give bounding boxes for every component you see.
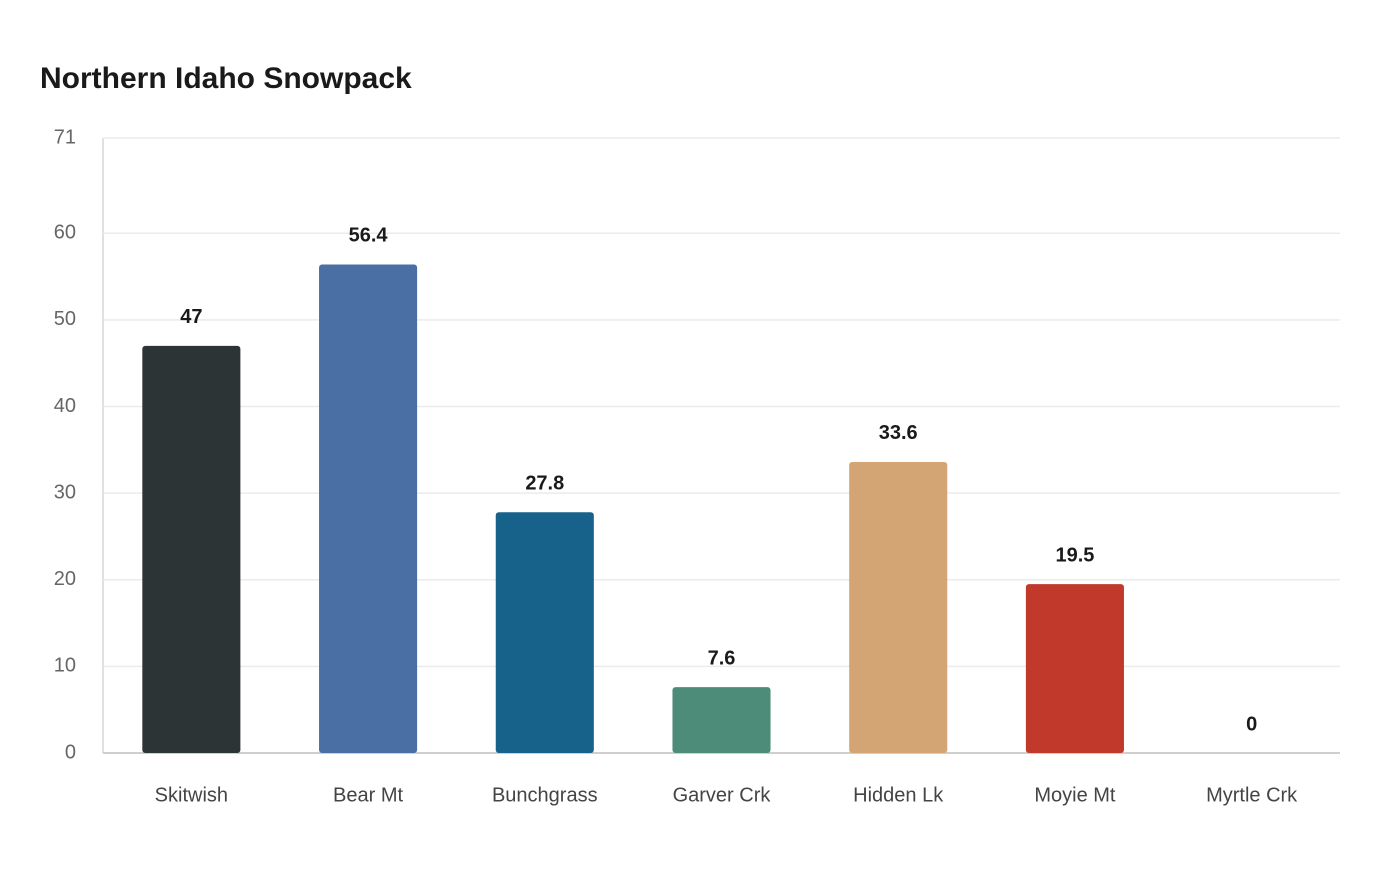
x-tick-label: Skitwish [155,784,228,806]
y-tick-label: 0 [65,741,76,763]
bar [672,687,771,753]
y-tick-label: 30 [54,481,76,503]
bar [495,512,594,753]
value-label: 0 [1246,713,1257,735]
x-tick-label: Myrtle Crk [1206,784,1298,806]
y-tick-label: 71 [54,126,76,148]
value-label: 7.6 [708,647,736,669]
y-tick-label: 10 [54,655,76,677]
value-label: 33.6 [879,422,918,444]
bar [849,461,948,753]
x-tick-label: Bunchgrass [492,784,598,806]
bar [142,345,241,753]
x-tick-label: Hidden Lk [853,784,944,806]
x-tick-label: Moyie Mt [1034,784,1116,806]
x-tick-label: Bear Mt [333,784,403,806]
value-label: 27.8 [525,472,564,494]
y-tick-label: 40 [54,395,76,417]
y-tick-label: 60 [54,222,76,244]
y-tick-label: 50 [54,308,76,330]
value-label: 47 [180,306,202,328]
bar [319,264,418,753]
value-label: 19.5 [1055,544,1094,566]
chart-title: Northern Idaho Snowpack [40,62,412,95]
x-tick-label: Garver Crk [673,784,772,806]
bar [1025,584,1124,753]
y-tick-label: 20 [54,568,76,590]
value-label: 56.4 [349,225,389,247]
